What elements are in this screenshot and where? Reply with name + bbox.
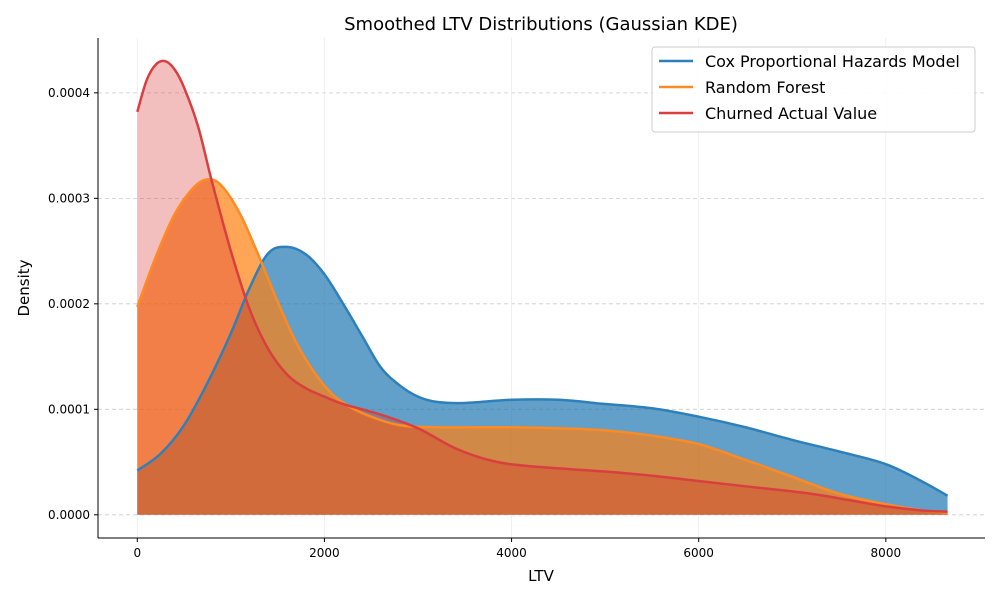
x-tick-label: 2000	[309, 546, 340, 560]
legend-label-cox-proportional-hazards-model: Cox Proportional Hazards Model	[705, 52, 960, 71]
legend-label-random-forest: Random Forest	[705, 78, 825, 97]
x-tick-label: 6000	[683, 546, 714, 560]
y-tick-label: 0.0004	[48, 86, 90, 100]
y-tick-label: 0.0001	[48, 402, 90, 416]
line-churned-actual-value	[136, 59, 948, 513]
y-axis-title: Density	[15, 259, 33, 316]
y-tick-label: 0.0000	[48, 508, 90, 522]
area-layer	[137, 60, 948, 515]
tick-layer: 0.0000 0.0001 0.0002 0.0003 0.0004 0 2000 4000 6…	[48, 86, 901, 560]
x-tick-label: 8000	[871, 546, 902, 560]
legend-frame	[651, 46, 976, 133]
line-layer	[136, 59, 949, 514]
x-tick-label: 0	[133, 546, 141, 560]
legend: Cox Proportional Hazards Model Random For…	[651, 46, 976, 133]
y-tick-label: 0.0003	[48, 191, 90, 205]
chart-title: Smoothed LTV Distributions (Gaussian KDE…	[344, 14, 738, 35]
axes-layer	[97, 38, 985, 539]
y-tick-label: 0.0002	[48, 297, 90, 311]
area-churned-actual-value	[137, 60, 948, 515]
area-random-forest	[137, 179, 948, 515]
legend-label-churned-actual-value: Churned Actual Value	[705, 104, 877, 123]
line-cox-proportional-hazards-model	[136, 245, 949, 497]
x-tick-label: 4000	[496, 546, 527, 560]
x-axis-title: LTV	[528, 567, 554, 585]
